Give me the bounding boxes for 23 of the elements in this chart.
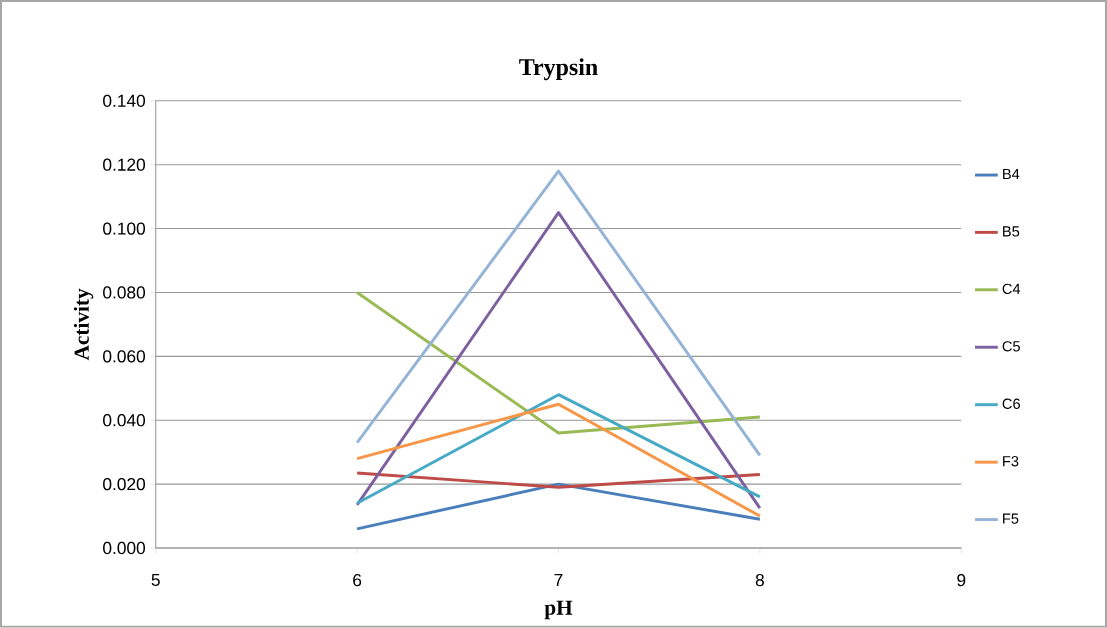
x-tick-label: 6 [353, 574, 362, 587]
legend-label: F3 [1003, 456, 1019, 467]
legend-label: B5 [1003, 226, 1020, 237]
legend-label: F5 [1003, 513, 1019, 524]
y-tick-label: 0.100 [103, 222, 146, 235]
y-axis-title: Activity [73, 288, 94, 361]
y-tick-label: 0.040 [103, 414, 146, 427]
legend-label: B4 [1003, 169, 1020, 180]
y-tick-label: 0.020 [103, 478, 146, 491]
y-tick-label: 0.140 [103, 94, 146, 107]
y-tick-label: 0.120 [103, 158, 146, 171]
x-tick-label: 8 [755, 574, 764, 587]
legend-label: C6 [1002, 398, 1020, 410]
y-tick-label: 0.000 [103, 541, 146, 555]
legend-label: C4 [1002, 283, 1021, 295]
x-tick-label: 9 [957, 574, 966, 587]
y-tick-label: 0.060 [103, 350, 146, 363]
y-tick-label: 0.080 [103, 286, 146, 299]
x-tick-label: 7 [554, 574, 563, 586]
x-tick-label: 5 [151, 574, 160, 587]
x-axis-title: pH [544, 600, 573, 620]
legend-label: C5 [1002, 341, 1020, 352]
chart-title: Trypsin [519, 58, 598, 81]
